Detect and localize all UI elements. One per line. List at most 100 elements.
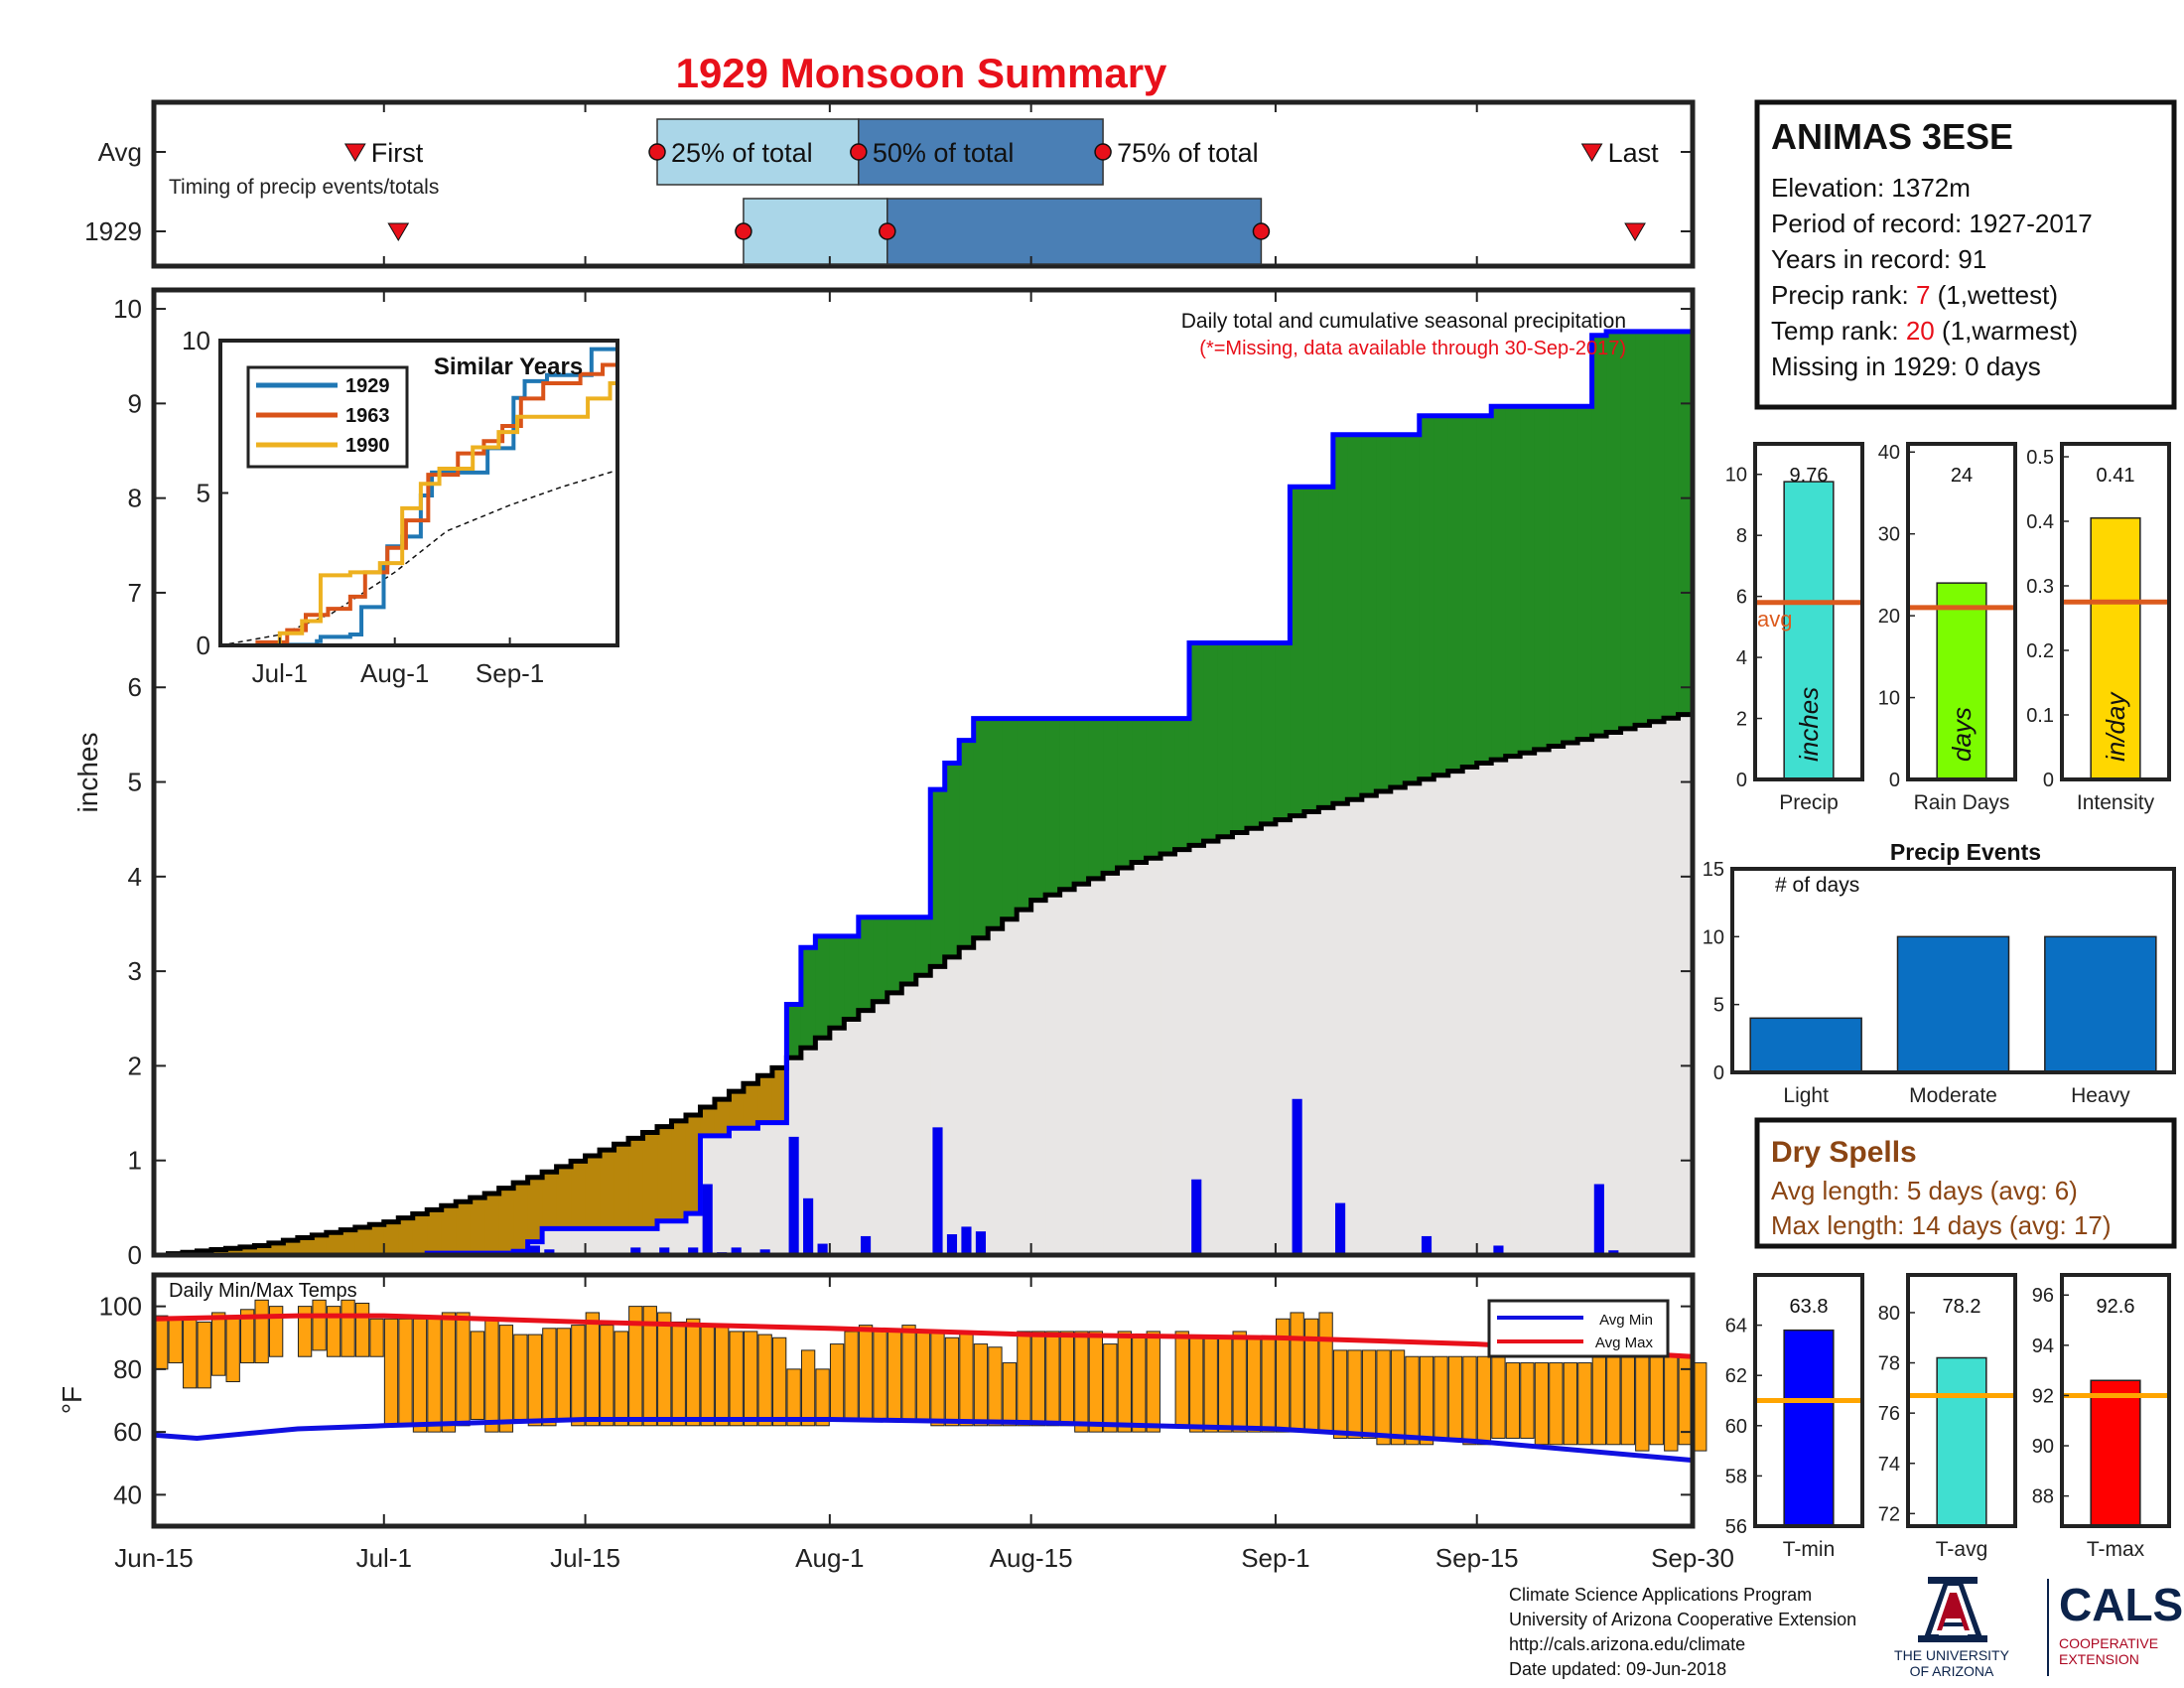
daily-temp-bar	[1030, 1331, 1046, 1427]
above-normal-fill	[800, 947, 816, 1049]
summary-bar	[1936, 582, 1987, 780]
temp-legend: Avg Min Avg Max	[1487, 1299, 1670, 1358]
q50-label: 50% of total	[873, 138, 1015, 168]
normal-fill	[1232, 832, 1248, 1255]
below-normal-fill	[757, 1075, 773, 1123]
y-tick-label: 8	[128, 484, 142, 513]
precip-events-chart: Precip Events Light Moderate Heavy 051015 …	[1703, 839, 2176, 1107]
events-bar-light	[1749, 1017, 1862, 1073]
above-normal-fill	[1290, 487, 1305, 816]
station-missing: Missing in 1929: 0 days	[1771, 352, 2041, 381]
summary-y-tick-label: 30	[1878, 524, 1900, 546]
station-name: ANIMAS 3ESE	[1771, 116, 2013, 157]
above-normal-fill	[1505, 406, 1521, 757]
summary-value-label: 78.2	[1943, 1296, 1981, 1318]
above-normal-fill	[901, 916, 917, 985]
summary-y-tick-label: 6	[1736, 587, 1747, 609]
daily-temp-bar	[1476, 1355, 1492, 1446]
above-normal-fill	[1059, 718, 1075, 890]
normal-fill	[1635, 725, 1651, 1255]
daily-temp-bar	[614, 1331, 628, 1427]
above-normal-fill	[1678, 331, 1694, 715]
dry-spells-max-length: Max length: 14 days (avg: 17)	[1771, 1210, 2112, 1240]
normal-fill	[873, 1001, 888, 1255]
normal-fill	[1534, 749, 1550, 1255]
daily-precip-bar	[702, 1184, 713, 1255]
above-normal-fill	[1534, 406, 1550, 750]
daily-precip-bar	[1421, 1235, 1433, 1255]
normal-fill	[1017, 910, 1032, 1255]
above-normal-fill	[829, 935, 845, 1029]
summary-y-tick-label: 0.4	[2026, 511, 2054, 533]
timing-marks: First Last 25% of total 50% of total 75% of …	[154, 118, 1693, 265]
normal-fill	[757, 1122, 773, 1255]
last-event-marker	[1624, 222, 1646, 241]
normal-fill	[1620, 728, 1636, 1255]
above-normal-fill	[988, 718, 1004, 929]
daily-temp-bar	[1103, 1343, 1118, 1433]
daily-temp-bar	[1261, 1336, 1276, 1433]
precip-y-ticks: 0 1 2 3 4 5 6 7 8 9 10	[113, 294, 1693, 1270]
above-normal-fill	[1332, 434, 1348, 804]
above-normal-fill	[1447, 415, 1463, 772]
avg-min-line	[153, 1416, 1694, 1464]
daily-temp-bar	[729, 1331, 744, 1427]
above-normal-fill	[1591, 335, 1607, 737]
above-normal-fill	[844, 935, 860, 1020]
quartile-50-75-box	[858, 118, 1104, 186]
above-normal-fill	[959, 740, 975, 948]
precip-frame	[151, 287, 1696, 1258]
above-normal-fill	[1549, 406, 1565, 747]
daily-temp-bar	[715, 1325, 730, 1427]
daily-temp-bar	[1405, 1355, 1420, 1446]
daily-precip-bar	[759, 1249, 770, 1255]
dry-spells-title: Dry Spells	[1771, 1136, 1917, 1169]
daily-temp-bar	[1117, 1331, 1132, 1433]
normal-fill	[1074, 884, 1090, 1255]
normal-fill	[729, 1128, 745, 1255]
daily-precip-bars	[429, 1098, 1619, 1255]
normal-fill	[1649, 721, 1665, 1255]
above-normal-fill	[858, 916, 874, 1011]
inset-legend-label: 1963	[345, 405, 390, 427]
normal-fill	[1361, 795, 1377, 1255]
summary-y-tick-label: 0.3	[2026, 576, 2054, 598]
normal-fill	[1563, 743, 1578, 1255]
daily-temp-bar	[1088, 1331, 1103, 1433]
normal-fill	[1462, 767, 1478, 1255]
daily-temp-bar	[757, 1334, 772, 1427]
daily-temp-bar	[944, 1336, 960, 1427]
below-normal-fill	[398, 1217, 414, 1255]
below-normal-fill	[642, 1132, 658, 1229]
last-event-marker	[1580, 143, 1603, 162]
x-tick-label: Sep-1	[1241, 1543, 1309, 1573]
daily-temp-bar	[197, 1321, 211, 1389]
station-frame	[1754, 99, 2177, 410]
daily-precip-bar	[817, 1243, 828, 1255]
daily-temp-bar	[1017, 1331, 1031, 1427]
first-event-marker	[387, 222, 410, 241]
normal-fill	[1520, 753, 1536, 1255]
x-tick-label: Sep-15	[1435, 1543, 1519, 1573]
normal-fill	[1347, 799, 1363, 1255]
events-frame	[1730, 867, 2176, 1074]
timing-subtitle: Timing of precip events/totals	[169, 176, 439, 199]
daily-temp-bar	[959, 1331, 974, 1427]
daily-temp-bar	[1534, 1362, 1550, 1446]
timing-panel: Avg 1929 Timing of precip events/totals …	[84, 99, 1696, 269]
daily-temp-bar	[686, 1318, 701, 1427]
normal-fill	[844, 1019, 860, 1255]
daily-precip-bar	[544, 1249, 555, 1255]
daily-temp-bar	[628, 1306, 643, 1427]
events-bar-moderate	[1896, 935, 2010, 1073]
above-normal-fill	[1347, 434, 1363, 800]
summary-chart-intensity: 0 0.1 0.2 0.3 0.4 0.5 0.41 Intensity in/day	[2026, 442, 2171, 814]
above-normal-fill	[1103, 718, 1119, 874]
legend-avg-min-label: Avg Min	[1599, 1312, 1653, 1329]
inset-y-tick-label: 10	[182, 326, 210, 355]
below-normal-fill	[671, 1120, 687, 1221]
daily-temp-bar	[312, 1299, 327, 1351]
q50-marker	[879, 222, 896, 240]
normal-fill	[1505, 756, 1521, 1255]
